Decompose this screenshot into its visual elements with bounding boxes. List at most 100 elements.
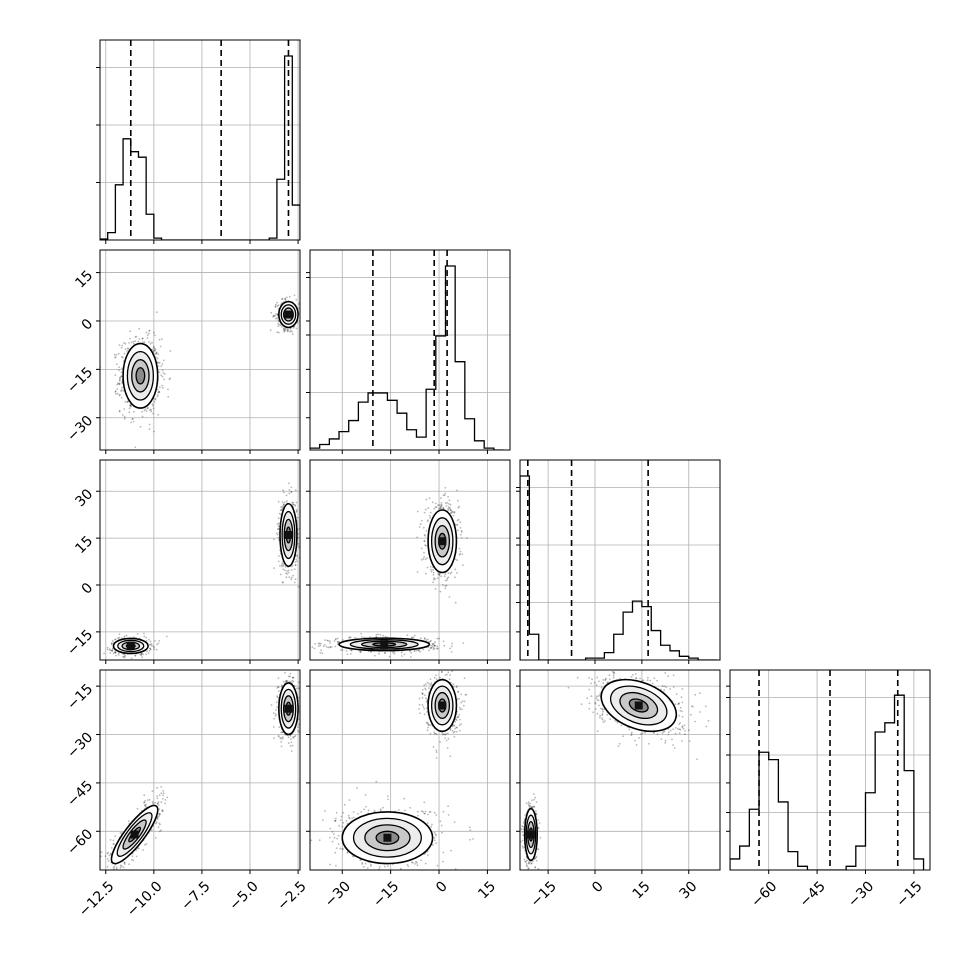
- histogram-step-line: [100, 55, 300, 240]
- sample-point: [145, 806, 147, 808]
- sample-point: [290, 491, 293, 493]
- sample-point: [114, 374, 117, 376]
- sample-point: [143, 794, 146, 797]
- sample-point: [444, 487, 447, 489]
- sample-point: [296, 560, 298, 563]
- sample-point: [152, 645, 155, 648]
- sample-point: [123, 417, 126, 420]
- sample-point: [292, 676, 295, 679]
- sample-point: [154, 348, 157, 350]
- sample-point: [117, 382, 119, 384]
- sample-point: [154, 398, 157, 401]
- sample-point: [118, 394, 121, 397]
- sample-point: [106, 858, 109, 860]
- sample-point: [161, 810, 164, 813]
- sample-point: [140, 652, 143, 655]
- sample-point: [148, 341, 151, 343]
- sample-point: [294, 563, 297, 566]
- sample-point: [280, 731, 283, 734]
- sample-point: [130, 341, 133, 344]
- sample-point: [290, 578, 293, 581]
- sample-point: [458, 505, 461, 508]
- sample-point: [161, 363, 164, 365]
- sample-point: [327, 639, 330, 642]
- sample-point: [302, 536, 304, 538]
- sample-point: [417, 649, 420, 652]
- sample-point: [128, 411, 131, 414]
- sample-point: [284, 298, 286, 300]
- sample-point: [270, 704, 273, 706]
- sample-point: [134, 654, 137, 657]
- sample-point: [322, 645, 325, 648]
- sample-point: [156, 394, 159, 396]
- sample-point: [148, 638, 150, 641]
- sample-point: [119, 832, 122, 834]
- sample-point: [283, 501, 286, 504]
- sample-point: [146, 337, 149, 340]
- sample-point: [427, 519, 429, 521]
- sample-point: [297, 726, 299, 729]
- sample-point: [341, 649, 344, 652]
- sample-point: [425, 529, 428, 532]
- sample-point: [149, 643, 152, 646]
- sample-point: [114, 651, 117, 654]
- sample-point: [134, 655, 137, 657]
- sample-point: [139, 653, 142, 656]
- sample-point: [114, 391, 117, 393]
- sample-point: [108, 877, 110, 879]
- sample-point: [286, 573, 289, 575]
- sample-point: [114, 651, 117, 653]
- sample-point: [424, 544, 427, 546]
- sample-point: [150, 829, 153, 831]
- sample-point: [353, 636, 356, 639]
- sample-point: [277, 525, 280, 527]
- sample-point: [456, 572, 458, 574]
- sample-point: [295, 510, 298, 513]
- sample-point: [276, 305, 279, 308]
- sample-point: [434, 644, 436, 647]
- sample-point: [334, 638, 337, 641]
- sample-point: [129, 337, 132, 340]
- sample-point: [145, 843, 148, 845]
- sample-point: [350, 649, 352, 652]
- sample-point: [151, 802, 154, 805]
- sample-point: [143, 632, 145, 635]
- sample-point: [292, 736, 294, 738]
- sample-point: [158, 338, 161, 341]
- sample-point: [122, 870, 124, 872]
- sample-point: [320, 642, 322, 645]
- sample-point: [295, 508, 298, 511]
- sample-point: [132, 417, 134, 420]
- sample-point: [277, 304, 280, 306]
- sample-point: [440, 502, 443, 504]
- sample-point: [345, 650, 348, 652]
- sample-point: [161, 369, 164, 372]
- sample-point: [148, 332, 150, 335]
- sample-point: [277, 533, 279, 536]
- sample-point: [287, 328, 289, 331]
- sample-point: [439, 507, 442, 510]
- sample-point: [121, 382, 124, 385]
- sample-point: [145, 653, 148, 656]
- sample-point: [284, 566, 287, 568]
- sample-point: [278, 512, 281, 515]
- sample-point: [159, 345, 162, 348]
- sample-point: [118, 378, 121, 381]
- sample-point: [277, 522, 280, 525]
- sample-point: [283, 328, 285, 331]
- sample-point: [281, 509, 283, 511]
- sample-point: [104, 855, 107, 857]
- sample-point: [124, 342, 127, 345]
- sample-point: [456, 519, 459, 522]
- sample-point: [432, 581, 434, 584]
- sample-point: [297, 542, 300, 545]
- sample-point: [123, 653, 126, 656]
- sample-point: [438, 504, 441, 506]
- sample-point: [120, 390, 122, 393]
- sample-point: [423, 637, 426, 640]
- sample-point: [287, 330, 289, 332]
- sample-point: [287, 571, 290, 574]
- sample-point: [292, 503, 295, 506]
- sample-point: [280, 745, 283, 748]
- sample-point: [106, 865, 109, 868]
